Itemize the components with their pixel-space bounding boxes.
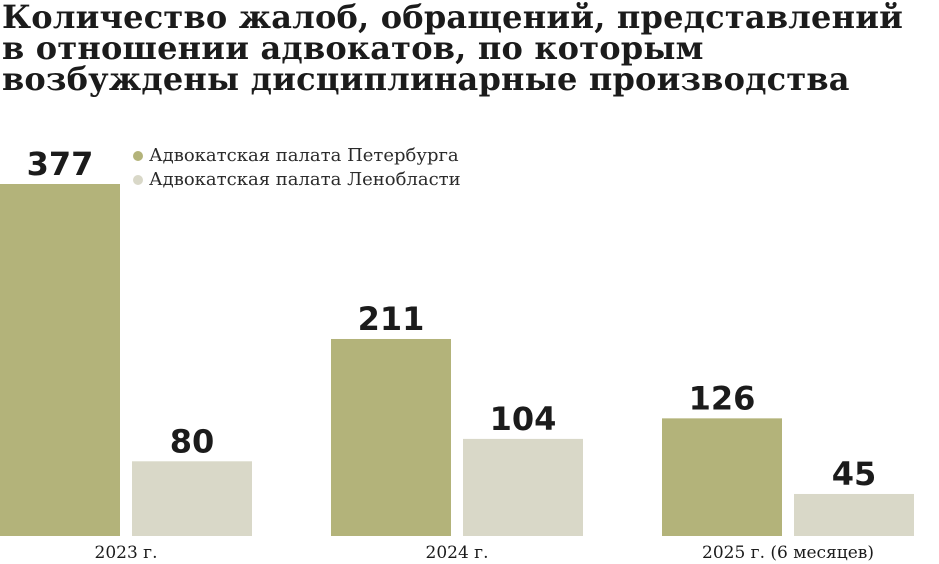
chart-title: Количество жалоб, обращений, представлен… [2, 0, 904, 98]
bar-spb-1 [331, 338, 451, 536]
value-label-lo-0: 80 [170, 422, 215, 460]
value-label-spb-2: 126 [689, 379, 756, 417]
value-label-spb-0: 377 [27, 145, 94, 183]
bar-spb-0 [0, 184, 120, 536]
x-tick-label-2: 2025 г. (6 месяцев) [702, 543, 874, 563]
legend-swatch-lo [133, 175, 143, 185]
legend: Адвокатская палата Петербурга Адвокатска… [133, 144, 461, 192]
bar-lo-0 [132, 461, 252, 536]
bar-lo-2 [794, 493, 914, 536]
legend-label-lo: Адвокатская палата Ленобласти [149, 169, 461, 190]
bar-spb-2 [662, 418, 782, 536]
legend-label-spb: Адвокатская палата Петербурга [149, 145, 459, 166]
legend-item-spb: Адвокатская палата Петербурга [133, 144, 461, 168]
x-tick-label-0: 2023 г. [95, 543, 158, 563]
x-tick-label-1: 2024 г. [426, 543, 489, 563]
value-label-lo-2: 45 [832, 455, 877, 493]
legend-item-lo: Адвокатская палата Ленобласти [133, 168, 461, 192]
bar-lo-1 [463, 438, 583, 536]
value-label-lo-1: 104 [490, 400, 557, 438]
legend-swatch-spb [133, 151, 143, 161]
value-label-spb-1: 211 [358, 300, 425, 338]
